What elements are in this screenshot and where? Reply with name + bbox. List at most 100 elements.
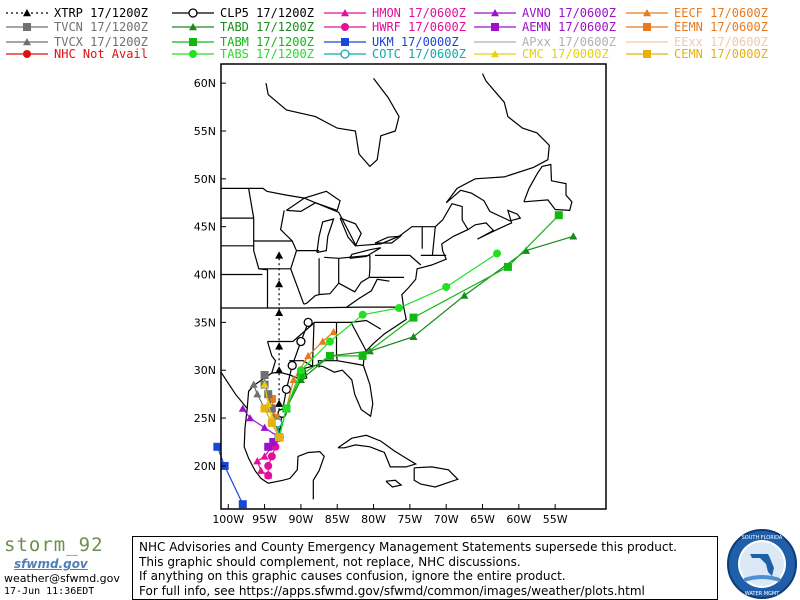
legend-swatch bbox=[474, 23, 516, 31]
legend-marker bbox=[23, 9, 31, 17]
legend-marker bbox=[340, 49, 350, 59]
track-point bbox=[275, 280, 284, 288]
legend-label: EEMN 17/0600Z bbox=[674, 20, 768, 34]
disclaimer-box: NHC Advisories and County Emergency Mana… bbox=[132, 536, 718, 600]
track-point bbox=[275, 342, 284, 350]
coastline-segment bbox=[318, 258, 340, 296]
track-point bbox=[269, 438, 278, 447]
brand-name: storm_92 bbox=[4, 534, 104, 556]
coastline-segment bbox=[221, 306, 404, 309]
track-point bbox=[264, 442, 273, 451]
track-point bbox=[256, 466, 265, 474]
track-point bbox=[238, 404, 247, 412]
track-point bbox=[213, 442, 222, 451]
y-tick-label: 60N bbox=[194, 77, 216, 90]
legend-label: AEMN 17/0600Z bbox=[522, 20, 616, 34]
legend-label: TABD 17/1200Z bbox=[220, 20, 314, 34]
coastline-segment bbox=[374, 235, 403, 244]
legend-marker bbox=[491, 50, 499, 58]
coastline-segment bbox=[243, 408, 325, 500]
coastline-segment bbox=[337, 360, 364, 367]
track-point bbox=[409, 332, 418, 340]
track-point bbox=[264, 390, 273, 399]
y-tick-label: 40N bbox=[194, 269, 216, 282]
coastlines bbox=[220, 73, 573, 500]
y-tick-label: 20N bbox=[194, 460, 216, 473]
legend: XTRP 17/1200Z CLP5 17/1200Z HMON 17/0600Z A… bbox=[0, 0, 800, 61]
legend-swatch bbox=[626, 50, 668, 58]
legend-label: COTC 17/0600Z bbox=[372, 47, 466, 61]
track-point bbox=[281, 384, 292, 395]
track-line bbox=[242, 408, 280, 438]
coastline-segment bbox=[339, 217, 362, 247]
brand-site-link[interactable]: sfwmd.gov bbox=[14, 557, 88, 571]
legend-marker bbox=[341, 9, 349, 17]
track-clp5 bbox=[274, 317, 313, 442]
track-point bbox=[246, 414, 255, 422]
legend-swatch bbox=[172, 23, 214, 31]
track-point bbox=[318, 337, 327, 345]
disclaimer-line-1: NHC Advisories and County Emergency Mana… bbox=[139, 540, 677, 554]
track-point bbox=[296, 375, 305, 384]
track-point bbox=[275, 251, 284, 259]
legend-label: UKM 17/0000Z bbox=[372, 35, 459, 49]
legend-label: CLP5 17/1200Z bbox=[220, 6, 314, 20]
track-point bbox=[271, 414, 280, 423]
legend-swatch bbox=[324, 38, 366, 46]
track-point bbox=[289, 375, 298, 384]
coastline-segment bbox=[338, 255, 371, 293]
track-point bbox=[303, 317, 313, 328]
legend-swatch bbox=[172, 8, 214, 18]
track-point bbox=[329, 327, 338, 336]
district-seal-logo: SOUTH FLORIDA WATER MGMT bbox=[727, 529, 797, 599]
track-point bbox=[409, 313, 418, 322]
track-point bbox=[442, 282, 451, 291]
legend-marker bbox=[189, 38, 197, 46]
legend-label: NHC Not Avail bbox=[54, 47, 148, 61]
legend-swatch bbox=[6, 50, 48, 58]
track-point bbox=[554, 211, 563, 220]
track-point bbox=[267, 418, 276, 427]
legend-marker bbox=[341, 38, 349, 46]
legend-swatch bbox=[626, 23, 668, 31]
legend-label: TABS 17/1200Z bbox=[220, 47, 314, 61]
legend-label: HWRF 17/0600Z bbox=[372, 20, 466, 34]
y-tick-label: 50N bbox=[194, 173, 216, 186]
track-point bbox=[275, 366, 284, 374]
coastline-segment bbox=[316, 218, 335, 254]
legend-label: XTRP 17/1200Z bbox=[54, 6, 148, 20]
track-point bbox=[275, 308, 284, 317]
legend-marker bbox=[189, 50, 197, 58]
disclaimer-line-4[interactable]: For full info, see https://apps.sfwmd.go… bbox=[139, 583, 645, 598]
map-frame bbox=[220, 63, 607, 510]
coastline-segment bbox=[248, 188, 269, 308]
coastline-segment bbox=[265, 78, 400, 168]
track-point bbox=[296, 371, 305, 380]
track-point bbox=[325, 337, 334, 346]
track-map: 100W 95W 90W 85W 80W 75W 70W 65W 60W 55W 20N 25N 30N… bbox=[194, 63, 607, 526]
track-point bbox=[275, 433, 284, 442]
track-point bbox=[493, 249, 502, 258]
legend-marker bbox=[23, 23, 31, 31]
track-point bbox=[460, 291, 469, 299]
brand-email[interactable]: weather@sfwmd.gov bbox=[4, 572, 120, 585]
coastline-segment bbox=[375, 254, 422, 266]
x-tick-label: 65W bbox=[470, 513, 495, 526]
legend-label: CEMN 17/0000Z bbox=[674, 47, 768, 61]
coastline-segment bbox=[266, 341, 277, 374]
model-tracks bbox=[213, 211, 578, 509]
legend-marker bbox=[23, 38, 31, 46]
track-point bbox=[260, 371, 269, 380]
track-point bbox=[325, 351, 334, 360]
track-point bbox=[238, 500, 247, 509]
legend-swatch bbox=[6, 23, 48, 31]
coastline-segment bbox=[324, 256, 339, 259]
x-tick-label: 60W bbox=[506, 513, 531, 526]
track-point bbox=[296, 336, 306, 347]
coastline-segment bbox=[350, 322, 367, 352]
legend-label: APxx 17/0600Z bbox=[522, 35, 616, 49]
legend-swatch bbox=[474, 9, 516, 17]
track-point bbox=[260, 452, 269, 460]
legend-marker bbox=[491, 9, 499, 17]
x-tick-label: 80W bbox=[361, 513, 386, 526]
